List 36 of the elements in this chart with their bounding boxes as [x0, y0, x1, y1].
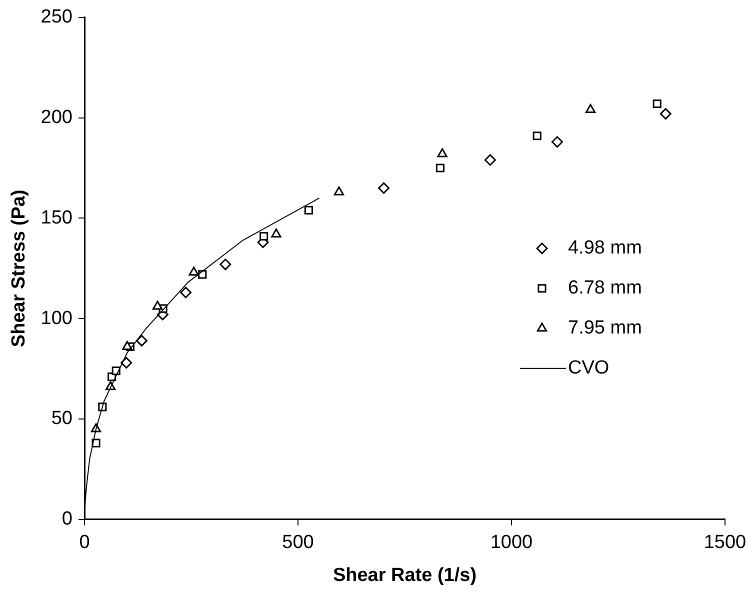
point — [260, 232, 268, 241]
point — [378, 182, 390, 194]
y-tick-label: 100 — [40, 308, 72, 329]
point — [532, 132, 542, 140]
y-tick-label: 250 — [40, 6, 72, 28]
legend-label: 4.98 mm — [568, 238, 642, 259]
point — [180, 286, 192, 298]
point — [188, 266, 199, 276]
point — [271, 228, 282, 238]
x-tick-label: 0 — [79, 532, 90, 554]
point — [136, 334, 148, 346]
y-tick-label: 200 — [40, 107, 72, 128]
point — [304, 206, 313, 214]
point — [122, 340, 132, 350]
point — [652, 99, 662, 108]
y-tick-label: 50 — [51, 408, 72, 430]
point — [334, 186, 344, 196]
y-tick-label: 0 — [62, 508, 72, 530]
y-tick-label: 150 — [40, 207, 72, 228]
legend-label: 7.95 mm — [568, 318, 642, 339]
x-tick-label: 500 — [282, 532, 314, 554]
point — [551, 136, 563, 148]
point — [436, 164, 444, 172]
legend-label: CVO — [568, 358, 610, 379]
y-axis-title: Shear Stress (Pa) — [8, 190, 30, 348]
point — [120, 357, 132, 369]
point — [220, 258, 232, 270]
x-axis-title: Shear Rate (1/s) — [332, 564, 477, 586]
legend-label: 6.78 mm — [568, 278, 642, 299]
x-tick-label: 1000 — [490, 532, 533, 554]
x-tick-label: 1500 — [704, 532, 746, 554]
point — [585, 104, 596, 114]
point — [152, 300, 163, 310]
point — [484, 154, 496, 166]
point — [660, 108, 672, 120]
point — [437, 148, 448, 158]
